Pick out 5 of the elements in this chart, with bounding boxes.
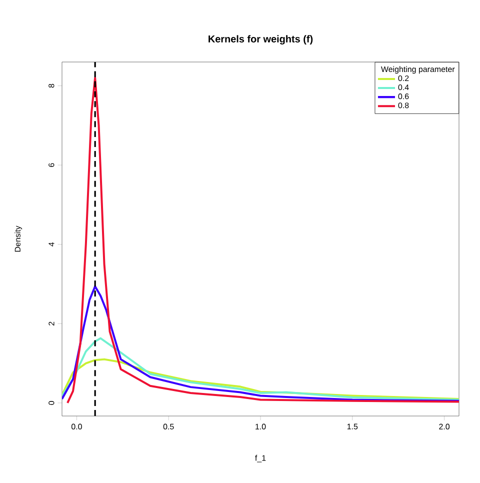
line-series: [66, 76, 460, 404]
line-series: [62, 285, 460, 402]
line-series: [62, 337, 460, 401]
chart-title: Kernels for weights (f): [208, 35, 313, 44]
line-series: [62, 358, 460, 400]
